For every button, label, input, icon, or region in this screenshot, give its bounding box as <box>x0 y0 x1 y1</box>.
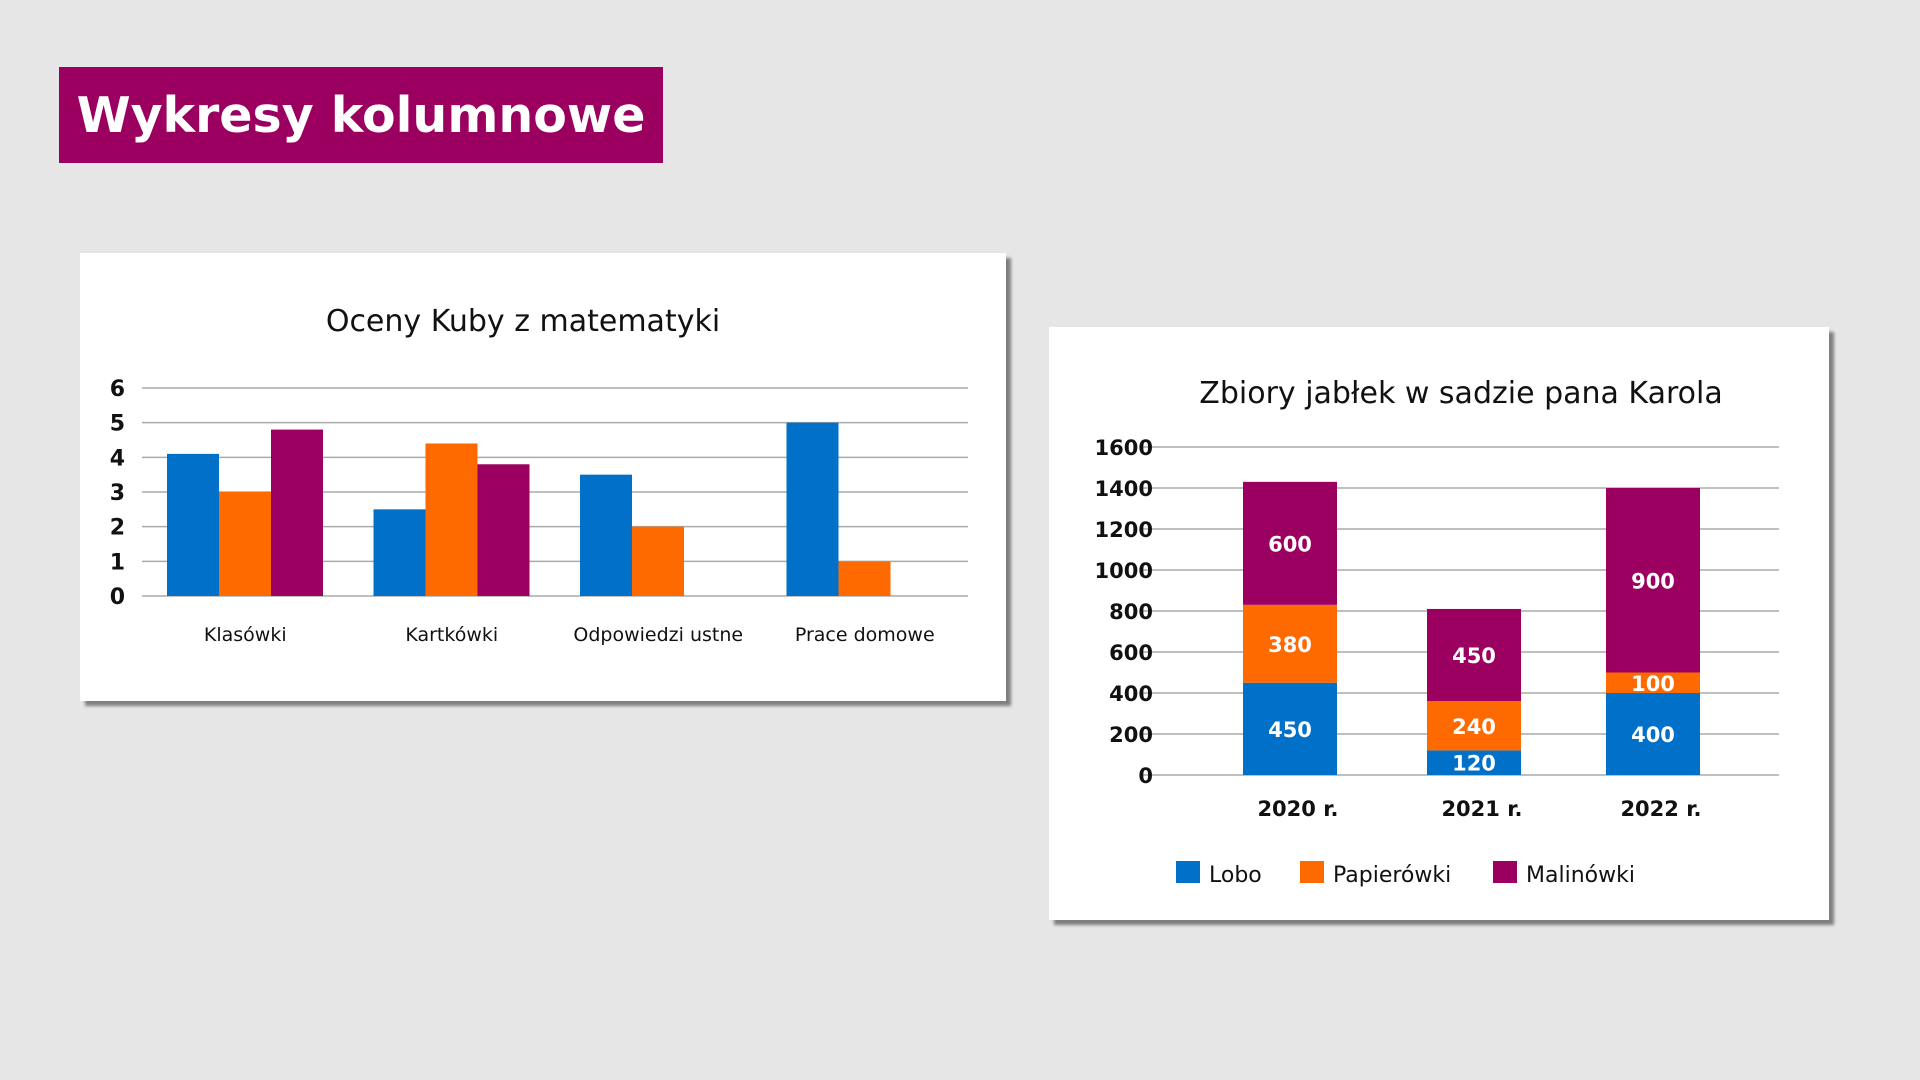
x-category-label: 2020 r. <box>1257 797 1338 821</box>
legend-label: Lobo <box>1209 863 1262 888</box>
y-tick-label: 0 <box>110 585 125 610</box>
bar <box>632 526 684 596</box>
bar-segment <box>1606 488 1700 673</box>
y-tick-label: 2 <box>110 516 125 541</box>
x-category-label: 2022 r. <box>1620 797 1701 821</box>
bar <box>167 453 219 596</box>
data-label: 100 <box>1631 672 1675 696</box>
bar <box>786 422 839 596</box>
x-category-label: Prace domowe <box>795 624 935 646</box>
x-category-label: Klasówki <box>204 624 287 646</box>
x-category-label: 2021 r. <box>1441 797 1522 821</box>
x-category-label: Odpowiedzi ustne <box>573 624 743 646</box>
bar-segment <box>1427 701 1521 751</box>
y-tick-label: 4 <box>110 446 125 471</box>
bar-segment <box>1606 693 1700 775</box>
data-label: 900 <box>1631 569 1675 593</box>
y-tick-label: 1200 <box>1095 518 1153 542</box>
y-tick-label: 200 <box>1109 723 1153 747</box>
bar <box>477 464 530 596</box>
y-tick-label: 3 <box>110 481 125 506</box>
data-label: 600 <box>1268 532 1312 556</box>
y-tick-label: 6 <box>110 377 125 402</box>
y-tick-label: 1 <box>110 550 125 575</box>
bar <box>219 492 271 596</box>
y-tick-label: 5 <box>110 412 125 437</box>
y-tick-label: 1000 <box>1095 559 1153 583</box>
chart-title: Zbiory jabłek w sadzie pana Karola <box>1199 376 1722 411</box>
chart-card-grades: Oceny Kuby z matematyki 0 1 2 3 4 5 6 Klasówki… <box>80 253 1006 701</box>
bar-segment <box>1243 481 1337 605</box>
data-label: 450 <box>1452 644 1496 668</box>
data-label: 120 <box>1452 752 1496 776</box>
data-label: 380 <box>1268 633 1312 657</box>
data-label: 400 <box>1631 723 1675 747</box>
chart-card-apples: Zbiory jabłek w sadzie pana Karola 0 200 4… <box>1049 327 1829 920</box>
data-label: 450 <box>1268 718 1312 742</box>
bar <box>425 443 478 596</box>
legend-swatch <box>1176 861 1200 883</box>
legend-label: Papierówki <box>1333 863 1451 888</box>
y-tick-label: 0 <box>1138 764 1153 788</box>
data-label: 240 <box>1452 715 1496 739</box>
y-tick-label: 1400 <box>1095 477 1153 501</box>
y-tick-label: 600 <box>1109 641 1153 665</box>
bar-segment <box>1427 750 1521 775</box>
y-tick-label: 1600 <box>1095 436 1153 460</box>
bar-segment <box>1606 672 1700 693</box>
bar-segment <box>1243 604 1337 683</box>
bar <box>271 429 323 596</box>
x-category-label: Kartkówki <box>405 624 498 646</box>
legend-swatch <box>1300 861 1324 883</box>
grades-chart: Oceny Kuby z matematyki 0 1 2 3 4 5 6 Klasówki… <box>110 304 968 646</box>
y-tick-label: 800 <box>1109 600 1153 624</box>
bar-segment <box>1427 608 1521 702</box>
bar <box>838 561 891 596</box>
bar <box>373 509 426 596</box>
apples-chart: Zbiory jabłek w sadzie pana Karola 0 200 4… <box>1095 376 1779 888</box>
y-tick-label: 400 <box>1109 682 1153 706</box>
legend-label: Malinówki <box>1526 863 1635 888</box>
page-title: Wykresy kolumnowe <box>59 67 663 163</box>
chart-title: Oceny Kuby z matematyki <box>326 304 720 339</box>
legend-swatch <box>1493 861 1517 883</box>
bar-segment <box>1243 682 1337 775</box>
bar <box>580 474 632 596</box>
